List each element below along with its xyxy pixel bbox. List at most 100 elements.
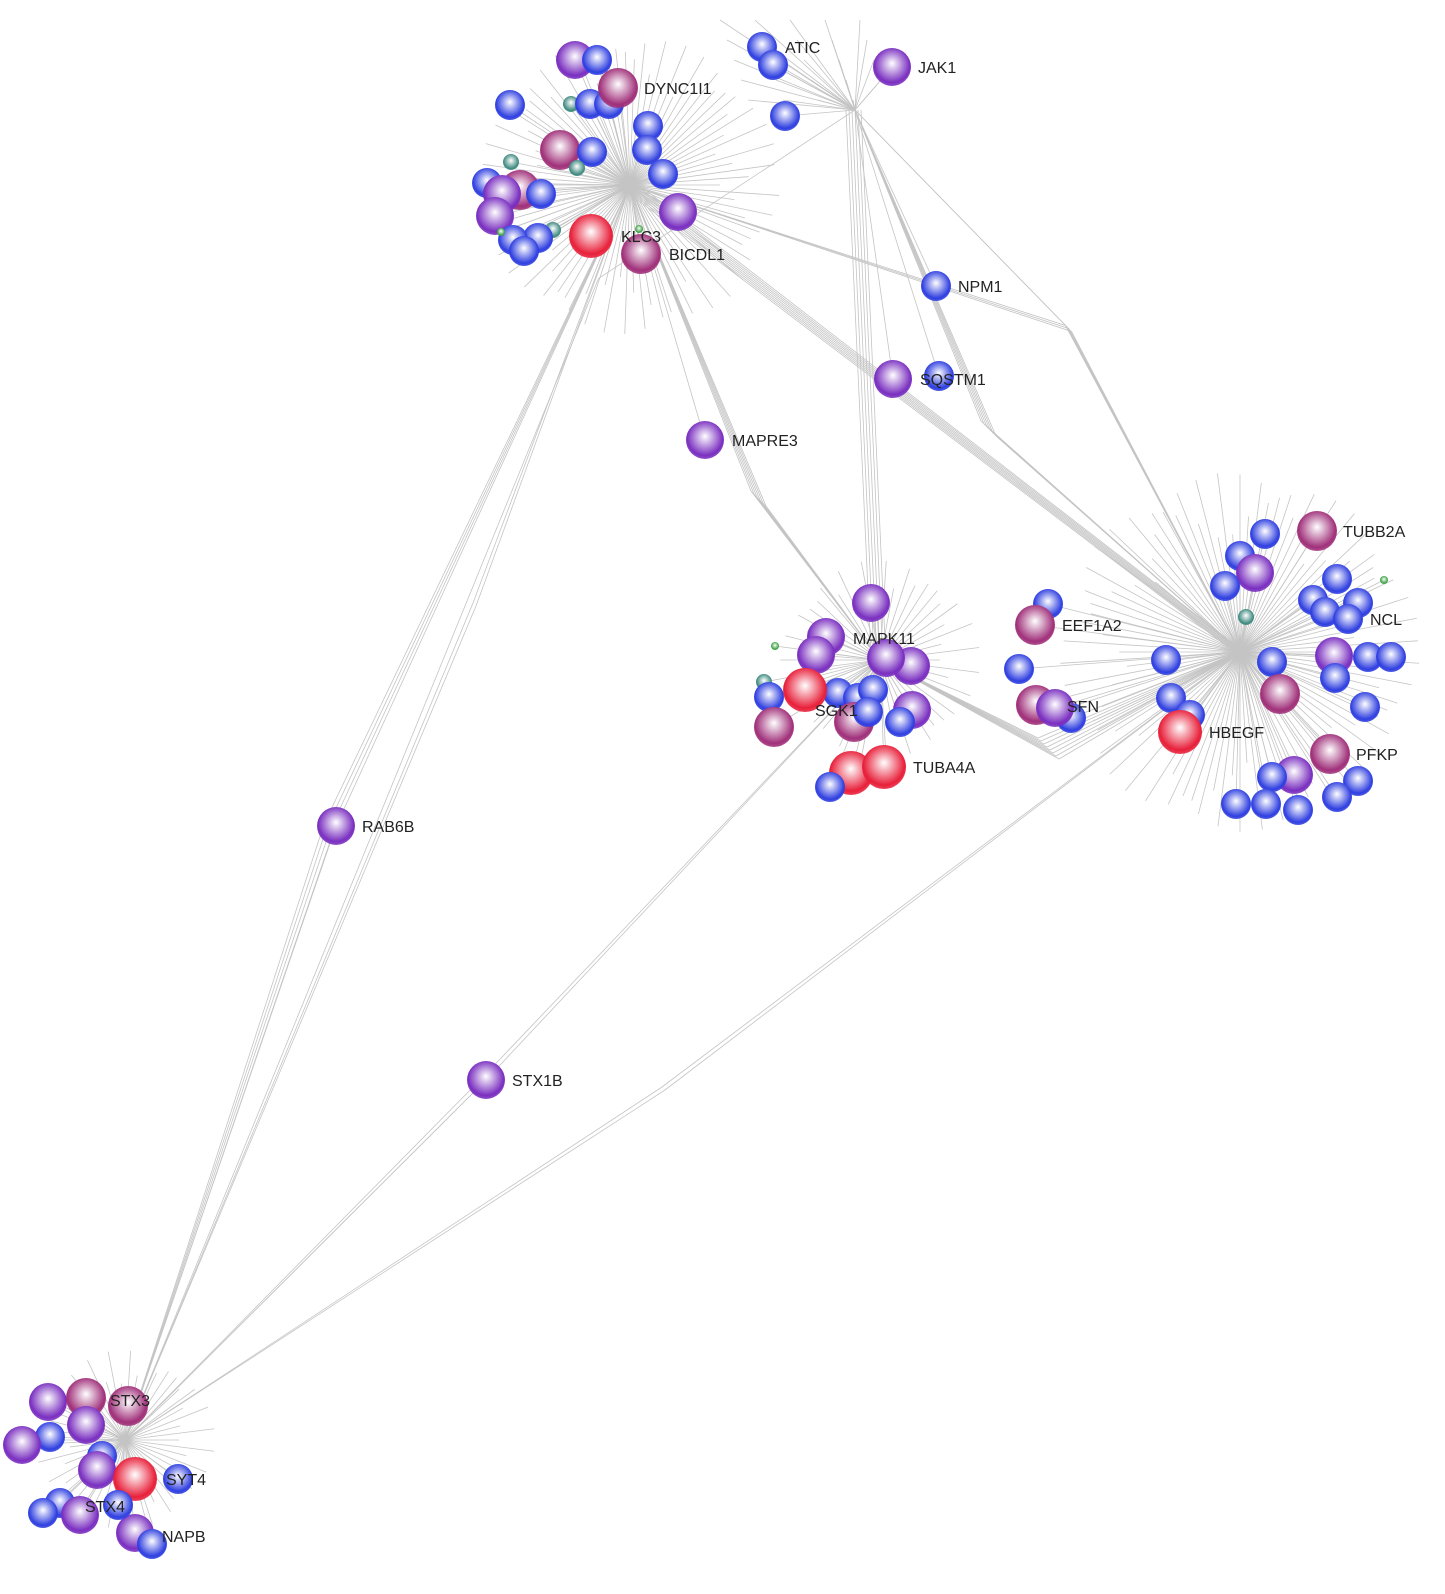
- node-eef1a2[interactable]: [1015, 605, 1055, 645]
- node-tubb2a[interactable]: [1297, 511, 1337, 551]
- node[interactable]: [35, 1422, 65, 1452]
- node-atic[interactable]: [758, 50, 788, 80]
- node[interactable]: [540, 130, 580, 170]
- edge: [1239, 651, 1248, 763]
- node[interactable]: [1320, 663, 1350, 693]
- edge: [1239, 651, 1295, 776]
- node[interactable]: [1322, 782, 1352, 812]
- node[interactable]: [1380, 576, 1388, 584]
- node-sfn[interactable]: [1036, 689, 1074, 727]
- edge: [603, 184, 631, 333]
- node-stx4[interactable]: [103, 1490, 133, 1520]
- node[interactable]: [1343, 766, 1373, 796]
- node[interactable]: [66, 1378, 106, 1418]
- node-ncl[interactable]: [1333, 604, 1363, 634]
- node[interactable]: [1250, 519, 1280, 549]
- node-klc3[interactable]: [569, 214, 613, 258]
- node[interactable]: [754, 707, 794, 747]
- node[interactable]: [556, 41, 594, 79]
- node[interactable]: [1221, 789, 1251, 819]
- node-tuba4a[interactable]: [862, 745, 906, 789]
- node[interactable]: [495, 90, 525, 120]
- node[interactable]: [3, 1426, 41, 1464]
- edge: [626, 184, 1238, 652]
- edge: [629, 184, 690, 262]
- node-syt4[interactable]: [163, 1464, 193, 1494]
- node[interactable]: [1251, 789, 1281, 819]
- node[interactable]: [1236, 554, 1274, 592]
- node[interactable]: [67, 1406, 105, 1444]
- node[interactable]: [635, 225, 643, 233]
- node[interactable]: [885, 707, 915, 737]
- node[interactable]: [1257, 647, 1287, 677]
- node[interactable]: [28, 1498, 58, 1528]
- node[interactable]: [632, 135, 662, 165]
- node[interactable]: [648, 159, 678, 189]
- node-stx1b[interactable]: [467, 1061, 505, 1099]
- node-hbegf[interactable]: [1158, 710, 1202, 754]
- edge: [629, 184, 693, 314]
- node-dync1i1[interactable]: [598, 68, 638, 108]
- node[interactable]: [770, 101, 800, 131]
- edge: [629, 72, 718, 186]
- node[interactable]: [659, 193, 697, 231]
- node[interactable]: [1283, 795, 1313, 825]
- edge: [620, 184, 1232, 649]
- node[interactable]: [754, 682, 784, 712]
- node[interactable]: [1260, 674, 1300, 714]
- node[interactable]: [1151, 645, 1181, 675]
- node-sgk1[interactable]: [783, 668, 827, 712]
- node[interactable]: [61, 1496, 99, 1534]
- node[interactable]: [815, 772, 845, 802]
- edge: [629, 113, 728, 186]
- edge: [629, 184, 735, 201]
- node[interactable]: [1310, 597, 1340, 627]
- node-pfkp[interactable]: [1310, 734, 1350, 774]
- node[interactable]: [113, 1457, 157, 1501]
- node-napb[interactable]: [137, 1529, 167, 1559]
- node[interactable]: [853, 697, 883, 727]
- node[interactable]: [797, 636, 835, 674]
- node-mapre3[interactable]: [686, 421, 724, 459]
- node[interactable]: [503, 154, 519, 170]
- edge: [1191, 651, 1241, 801]
- node-label: EEF1A2: [1062, 618, 1122, 635]
- node[interactable]: [582, 45, 612, 75]
- node-sqstm1[interactable]: [874, 360, 912, 398]
- node[interactable]: [1322, 564, 1352, 594]
- node[interactable]: [1376, 642, 1406, 672]
- edge: [629, 91, 694, 186]
- node[interactable]: [497, 228, 505, 236]
- node[interactable]: [1004, 654, 1034, 684]
- edge: [854, 109, 937, 287]
- node-stx3[interactable]: [108, 1386, 148, 1426]
- node-npm1[interactable]: [921, 271, 951, 301]
- node-bicdl1[interactable]: [621, 234, 661, 274]
- node[interactable]: [1350, 692, 1380, 722]
- node[interactable]: [1238, 609, 1254, 625]
- node[interactable]: [563, 96, 579, 112]
- node[interactable]: [1315, 637, 1353, 675]
- node-jak1[interactable]: [873, 48, 911, 86]
- node[interactable]: [1353, 642, 1383, 672]
- node[interactable]: [526, 179, 556, 209]
- node[interactable]: [771, 642, 779, 650]
- node[interactable]: [29, 1383, 67, 1421]
- node[interactable]: [633, 111, 663, 141]
- node[interactable]: [78, 1451, 116, 1489]
- node[interactable]: [569, 160, 585, 176]
- node[interactable]: [1257, 762, 1287, 792]
- node[interactable]: [924, 361, 954, 391]
- node[interactable]: [476, 197, 514, 235]
- edge: [782, 99, 856, 111]
- edge: [879, 651, 1241, 742]
- node[interactable]: [852, 584, 890, 622]
- node-rab6b[interactable]: [317, 807, 355, 845]
- edge: [854, 109, 1241, 653]
- node[interactable]: [1210, 571, 1240, 601]
- node-mapk11[interactable]: [867, 639, 905, 677]
- edge: [629, 176, 749, 186]
- node[interactable]: [577, 137, 607, 167]
- node[interactable]: [509, 236, 539, 266]
- edge: [1239, 651, 1273, 778]
